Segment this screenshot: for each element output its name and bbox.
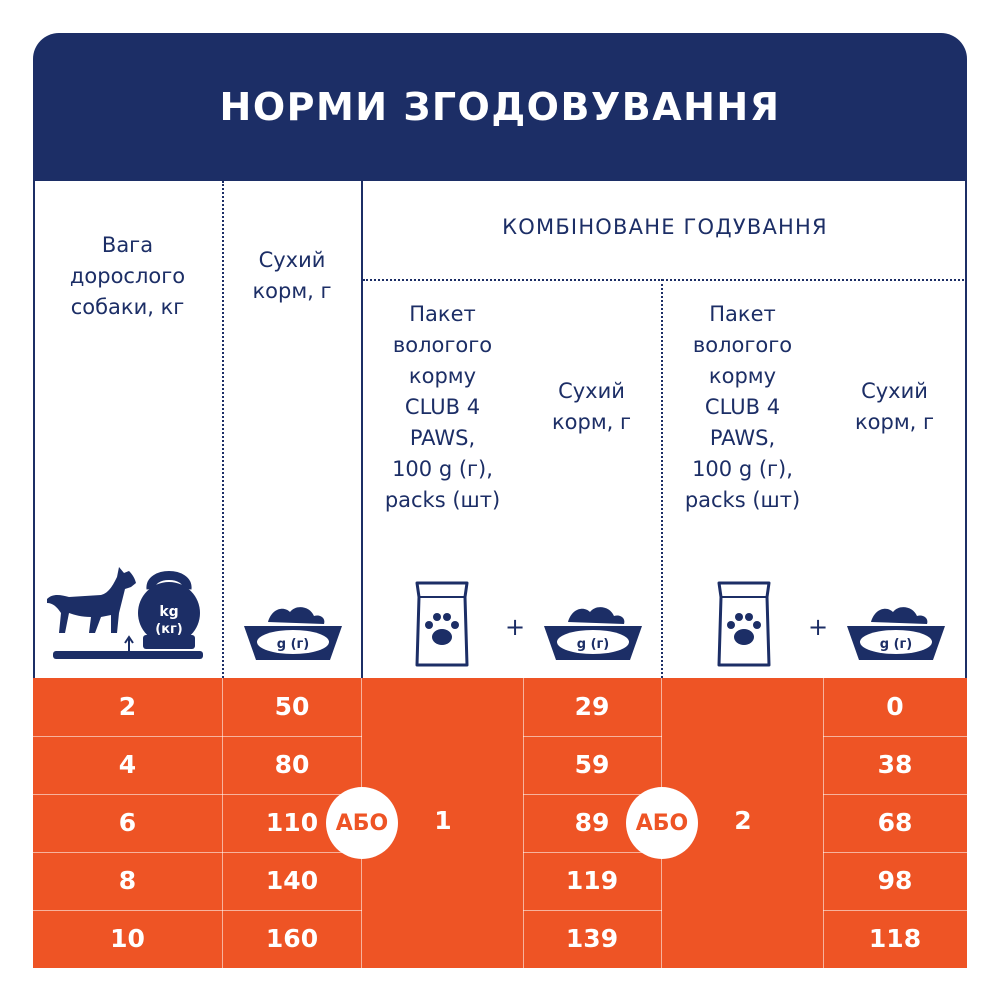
cell-combo2-dry: 118 (868, 924, 922, 953)
food-bowl-icon: g (г) (244, 607, 342, 660)
row-divider (823, 736, 967, 737)
cell-weight: 2 (118, 692, 137, 721)
row-divider (33, 852, 362, 853)
cell-combo2-dry: 68 (877, 808, 913, 837)
header-combined-feeding: КОМБІНОВАНЕ ГОДУВАННЯ (502, 215, 828, 239)
row-divider (33, 910, 362, 911)
plus-sign-1: + (505, 613, 526, 641)
col-divider-2 (361, 181, 363, 678)
header-weight: Вага дорослого собаки, кг (69, 233, 186, 319)
header-wet-pack-1: Пакет вологого корму CLUB 4 PAWS, 100 g … (384, 302, 501, 512)
row-divider (33, 736, 362, 737)
cell-combo1-dry: 119 (565, 866, 619, 895)
combo1-packs: 1 (434, 806, 452, 835)
row-divider (523, 910, 662, 911)
col-divider-3 (661, 279, 663, 678)
header-dry-food: Сухий корм, г (252, 248, 332, 303)
frame-left (33, 181, 35, 678)
cell-dry: 140 (265, 866, 319, 895)
bowl-label: g (г) (577, 637, 610, 652)
kettlebell-label-kg: kg (159, 604, 178, 620)
data-col-divider-1 (222, 678, 223, 968)
kettlebell-label-kg-ua: (кг) (155, 622, 183, 637)
page-title: НОРМИ ЗГОДОВУВАННЯ (219, 85, 781, 129)
row-divider (523, 852, 662, 853)
or-badge-2: АБО (626, 787, 698, 859)
cell-dry: 80 (274, 750, 310, 779)
combined-header-divider (363, 279, 967, 281)
feeding-table-card: НОРМИ ЗГОДОВУВАННЯ Вага дорослого собаки… (33, 33, 967, 968)
row-divider (523, 736, 662, 737)
cell-weight: 8 (118, 866, 137, 895)
row-divider (33, 794, 362, 795)
col-divider-1 (222, 181, 224, 678)
cell-dry: 110 (265, 808, 319, 837)
cell-combo1-dry: 29 (574, 692, 610, 721)
cell-weight: 6 (118, 808, 137, 837)
cell-combo1-dry: 59 (574, 750, 610, 779)
cell-combo1-dry: 139 (565, 924, 619, 953)
wet-food-pouch-icon (717, 581, 771, 667)
cell-dry: 160 (265, 924, 319, 953)
bowl-label: g (г) (277, 637, 310, 652)
wet-food-pouch-icon (415, 581, 469, 667)
data-area (33, 678, 967, 968)
plus-sign-2: + (808, 613, 829, 641)
cell-combo2-dry: 38 (877, 750, 913, 779)
or-badge-1: АБО (326, 787, 398, 859)
cell-dry: 50 (274, 692, 310, 721)
frame-right (965, 181, 967, 678)
header-bar: НОРМИ ЗГОДОВУВАННЯ (33, 33, 967, 181)
header-combo-dry-1: Сухий корм, г (551, 379, 632, 434)
header-wet-pack-2: Пакет вологого корму CLUB 4 PAWS, 100 g … (684, 302, 801, 512)
row-divider (823, 794, 967, 795)
row-divider (823, 852, 967, 853)
bowl-label: g (г) (880, 637, 913, 652)
row-divider (823, 910, 967, 911)
cell-weight: 4 (118, 750, 137, 779)
dog-weight-icon: kg (кг) (47, 567, 203, 659)
cell-combo2-dry: 98 (877, 866, 913, 895)
combo2-packs: 2 (734, 806, 752, 835)
row-divider (523, 794, 662, 795)
header-combo-dry-2: Сухий корм, г (854, 379, 935, 434)
food-bowl-icon: g (г) (847, 607, 945, 660)
cell-combo1-dry: 89 (574, 808, 610, 837)
food-bowl-icon: g (г) (544, 607, 642, 660)
data-col-divider-3 (523, 678, 524, 968)
cell-combo2-dry: 0 (886, 692, 904, 721)
data-col-divider-5 (823, 678, 824, 968)
cell-weight: 10 (110, 924, 145, 953)
